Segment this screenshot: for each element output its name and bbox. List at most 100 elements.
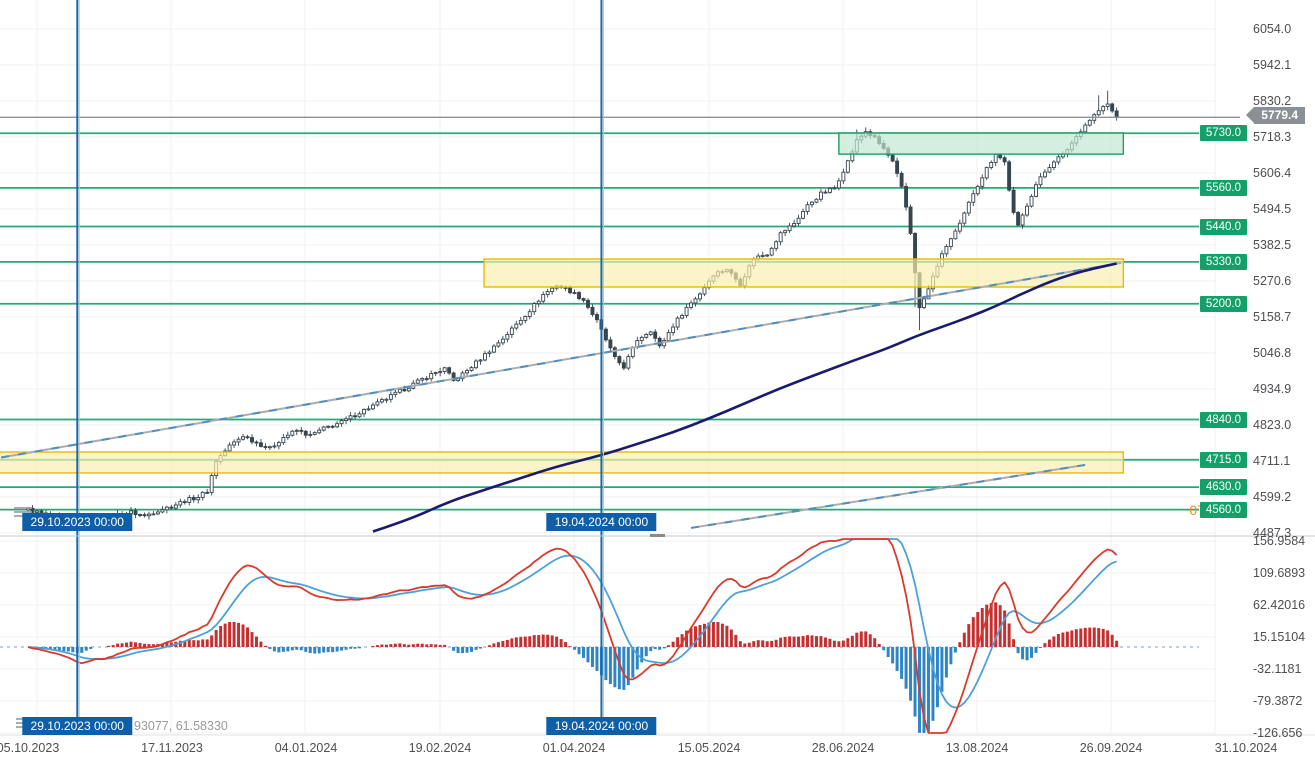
candle-body bbox=[406, 387, 411, 392]
trendline-base[interactable] bbox=[690, 463, 1086, 529]
candle-body bbox=[684, 306, 689, 316]
price-axis-tick: 5494.5 bbox=[1253, 202, 1292, 216]
osc-axis-tick: -79.3872 bbox=[1253, 694, 1303, 708]
osc-histogram-bar bbox=[71, 647, 75, 653]
osc-histogram-bar bbox=[944, 647, 948, 678]
moving-average-line[interactable] bbox=[372, 262, 1117, 533]
level-price-badge[interactable]: 4715.0 bbox=[1199, 451, 1247, 468]
osc-histogram-bar bbox=[134, 642, 138, 647]
osc-histogram-bar bbox=[196, 640, 200, 647]
osc-histogram-bar bbox=[613, 647, 617, 688]
vline-date-badge[interactable]: 29.10.2023 00:00 bbox=[22, 513, 132, 531]
candle-body bbox=[500, 338, 505, 344]
price-axis-tick: 6054.0 bbox=[1253, 22, 1292, 36]
candle-body bbox=[474, 360, 478, 369]
candle-body bbox=[603, 328, 608, 341]
current-price-badge[interactable]: 5779.4 bbox=[1246, 107, 1305, 124]
candle-body bbox=[1056, 156, 1061, 163]
osc-histogram-bar bbox=[935, 647, 939, 708]
price-axis-tick: 4711.1 bbox=[1253, 454, 1291, 468]
osc-histogram-bar bbox=[877, 644, 881, 647]
level-price-badge[interactable]: 5440.0 bbox=[1199, 218, 1247, 235]
osc-histogram-bar bbox=[183, 640, 187, 647]
candle-body bbox=[272, 445, 277, 448]
osc-histogram-bar bbox=[1016, 647, 1020, 654]
candle-body bbox=[644, 333, 649, 338]
osc-histogram-bar bbox=[1070, 630, 1074, 647]
candle-body bbox=[496, 342, 501, 347]
level-price-badge[interactable]: 5560.0 bbox=[1199, 179, 1247, 196]
mid-zone-yellow[interactable] bbox=[483, 258, 1125, 288]
osc-histogram-bar bbox=[407, 644, 411, 647]
price-axis-tick: 5046.8 bbox=[1253, 346, 1292, 360]
pane-resize-handle[interactable] bbox=[650, 534, 665, 537]
osc-histogram-bar bbox=[434, 644, 438, 647]
candle-body bbox=[1011, 189, 1016, 213]
candle-body bbox=[348, 415, 353, 420]
price-axis-tick: 4599.2 bbox=[1253, 490, 1292, 504]
trendline[interactable] bbox=[0, 261, 1122, 459]
osc-histogram-bar bbox=[810, 635, 814, 647]
level-price-badge[interactable]: 5200.0 bbox=[1199, 295, 1247, 312]
osc-histogram-bar bbox=[138, 642, 142, 647]
vline-date-badge[interactable]: 19.04.2024 00:00 bbox=[546, 513, 657, 531]
osc-histogram-bar bbox=[151, 644, 155, 647]
osc-histogram-bar bbox=[765, 641, 769, 647]
osc-histogram-bar bbox=[384, 644, 388, 647]
candle-body bbox=[442, 367, 447, 372]
osc-histogram-bar bbox=[456, 647, 460, 654]
osc-histogram-bar bbox=[1097, 628, 1101, 647]
vline-date-badge[interactable]: 29.10.2023 00:00 bbox=[22, 717, 132, 735]
osc-histogram-bar bbox=[398, 643, 402, 647]
level-price-badge[interactable]: 4630.0 bbox=[1199, 479, 1247, 496]
candle-body bbox=[321, 426, 326, 431]
candle-body bbox=[509, 327, 514, 335]
osc-histogram-bar bbox=[263, 645, 267, 647]
osc-histogram-bar bbox=[277, 647, 281, 653]
level-price-badge[interactable]: 4560.0 bbox=[1199, 501, 1247, 518]
osc-axis-tick: 109.6893 bbox=[1253, 566, 1306, 580]
osc-histogram-bar bbox=[685, 630, 689, 647]
candle-body bbox=[151, 513, 156, 516]
level-price-badge[interactable]: 4840.0 bbox=[1199, 411, 1247, 428]
osc-histogram-bar bbox=[962, 632, 966, 647]
level-price-badge[interactable]: 5730.0 bbox=[1199, 125, 1247, 142]
candle-body bbox=[612, 347, 617, 357]
candle-body bbox=[666, 332, 671, 341]
osc-histogram-bar bbox=[640, 647, 644, 663]
osc-histogram-bar bbox=[254, 636, 258, 647]
osc-histogram-bar bbox=[1047, 639, 1051, 647]
osc-histogram-bar bbox=[873, 638, 877, 647]
osc-histogram-bar bbox=[532, 635, 536, 647]
osc-histogram-bar bbox=[1110, 634, 1114, 647]
candle-body bbox=[962, 212, 967, 224]
candle-body bbox=[357, 413, 362, 418]
osc-histogram-bar bbox=[1003, 610, 1007, 647]
low-zone-yellow[interactable] bbox=[0, 451, 1125, 474]
time-axis-tick: 26.09.2024 bbox=[1079, 741, 1143, 755]
osc-histogram-bar bbox=[147, 644, 151, 647]
osc-histogram-bar bbox=[281, 647, 285, 652]
candle-body bbox=[263, 446, 268, 448]
osc-histogram-bar bbox=[308, 647, 312, 654]
price-axis-tick: 5942.1 bbox=[1253, 58, 1292, 72]
osc-histogram-bar bbox=[568, 646, 572, 648]
candle-body bbox=[478, 359, 483, 362]
osc-histogram-bar bbox=[492, 643, 496, 647]
osc-histogram-bar bbox=[658, 647, 662, 650]
osc-histogram-bar bbox=[635, 647, 639, 670]
candle-body bbox=[922, 298, 926, 309]
osc-histogram-bar bbox=[487, 645, 491, 647]
candle-body bbox=[989, 161, 994, 169]
candle-body bbox=[339, 420, 344, 425]
osc-histogram-bar bbox=[1052, 636, 1056, 647]
vline-date-badge[interactable]: 19.04.2024 00:00 bbox=[546, 717, 657, 735]
osc-histogram-bar bbox=[989, 603, 993, 647]
price-axis-tick: 4823.0 bbox=[1253, 418, 1292, 432]
osc-histogram-bar bbox=[349, 647, 353, 649]
supply-zone-teal[interactable] bbox=[838, 132, 1125, 155]
level-price-badge[interactable]: 5330.0 bbox=[1199, 253, 1247, 270]
candle-body bbox=[483, 353, 487, 361]
osc-histogram-bar bbox=[335, 647, 339, 652]
